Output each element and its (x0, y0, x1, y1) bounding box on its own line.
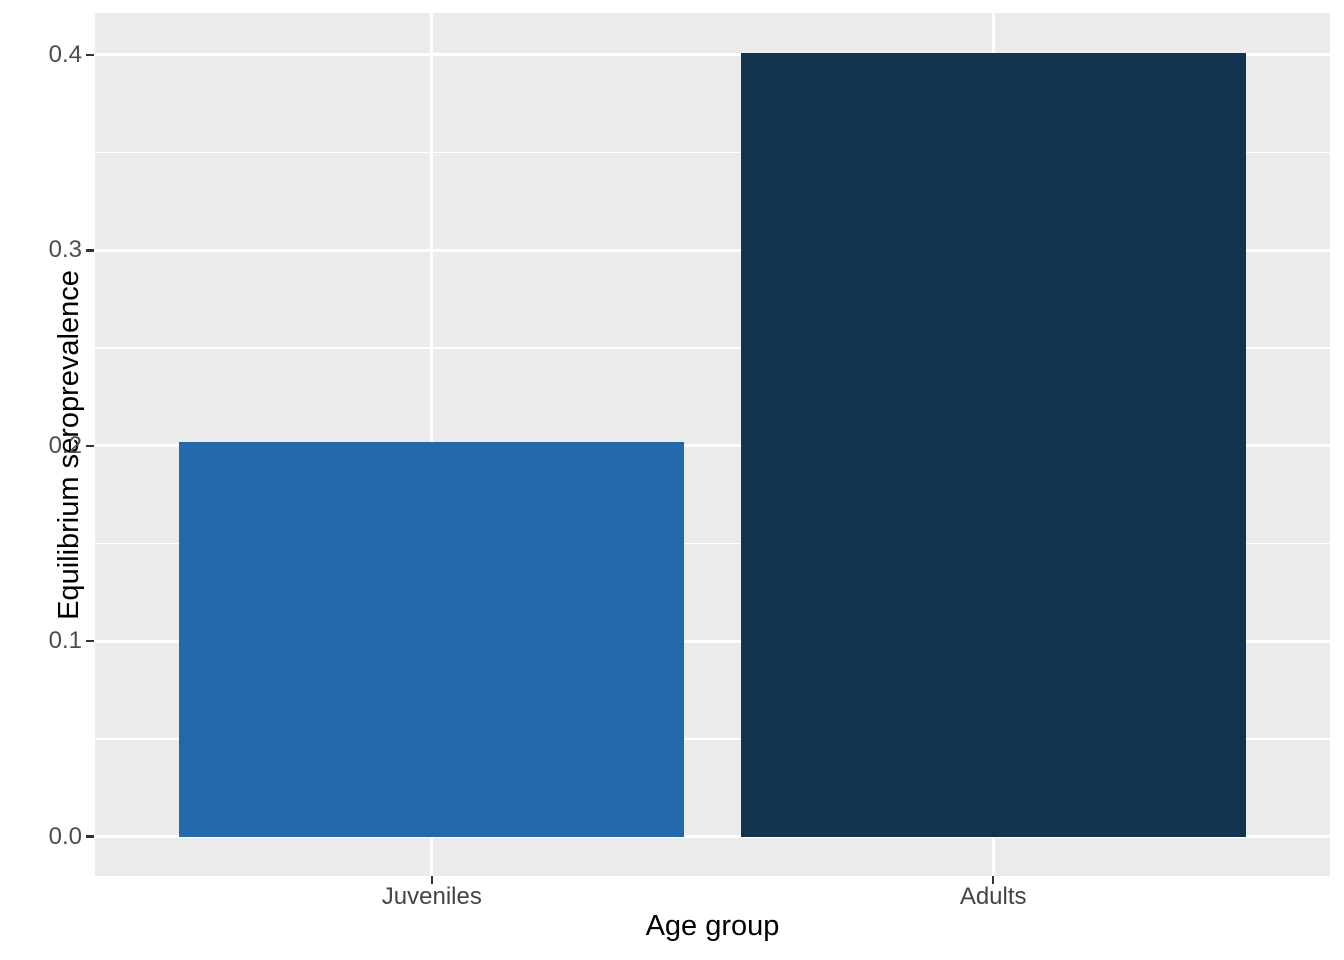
y-tick-label: 0.1 (48, 627, 82, 655)
x-tick-label: Adults (959, 883, 1027, 910)
gridline-major (95, 53, 1330, 57)
y-tick-mark (86, 53, 94, 57)
x-axis-title: Age group (645, 910, 780, 942)
x-tick-mark (991, 876, 995, 884)
gridline-major (95, 835, 1330, 839)
gridline-major (95, 248, 1330, 252)
gridline-major (95, 639, 1330, 643)
x-tick-label: Juveniles (381, 883, 482, 910)
y-tick-mark (86, 639, 94, 643)
y-tick-mark (86, 444, 94, 448)
bar-juveniles (179, 441, 685, 837)
gridline-minor (95, 151, 1330, 154)
bar-adults (740, 52, 1246, 837)
gridline-minor (95, 738, 1330, 740)
y-tick-label: 0.0 (48, 822, 82, 850)
y-tick-label: 0.2 (48, 431, 82, 459)
y-tick-label: 0.3 (48, 236, 82, 264)
y-tick-mark (86, 835, 94, 838)
gridline-minor (95, 542, 1330, 545)
plot-panel (95, 13, 1330, 876)
gridline-minor (95, 347, 1330, 349)
x-tick-mark (430, 876, 434, 884)
y-tick-label: 0.4 (48, 40, 82, 68)
y-tick-mark (86, 249, 94, 252)
gridline-major (95, 444, 1330, 448)
